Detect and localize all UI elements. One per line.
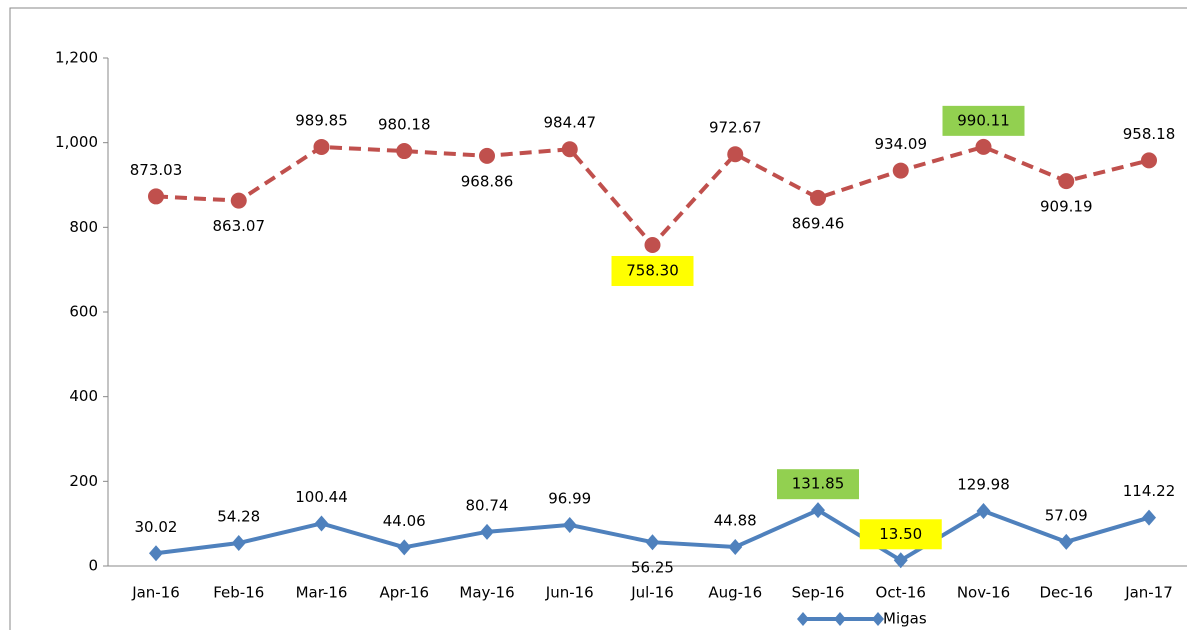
data-label: 934.09 [875,135,928,153]
marker [313,138,330,155]
marker [561,141,578,158]
marker [562,516,577,533]
data-label: 100.44 [295,488,348,506]
y-tick-label: 1,200 [55,49,98,67]
data-label: 30.02 [135,518,178,536]
x-tick-label: Apr-16 [380,584,430,602]
marker [314,515,329,532]
data-label: 984.47 [544,114,597,132]
marker [230,192,247,209]
data-label: 958.18 [1123,125,1176,143]
label-highlight [777,469,859,500]
marker [1141,152,1157,169]
marker [479,147,495,164]
data-label: 57.09 [1045,506,1088,524]
data-label: 869.46 [792,214,845,232]
data-label: 972.67 [709,119,762,137]
x-tick-label: Mar-16 [296,584,348,602]
y-tick-label: 400 [69,387,98,405]
label-highlight [942,105,1025,136]
data-label: 873.03 [130,161,183,179]
marker [1059,533,1074,550]
data-label: 758.30 [626,261,679,279]
y-tick-label: 0 [88,557,98,575]
y-tick-label: 800 [69,218,98,236]
x-tick-label: Jan-16 [131,584,180,602]
legend-marker [834,612,846,626]
data-label: 131.85 [792,475,845,493]
marker [645,534,660,551]
data-label: 44.06 [383,512,426,530]
marker [892,162,909,179]
x-tick-label: Jul-16 [630,584,674,602]
series-line [155,144,1150,248]
marker [810,189,826,206]
marker [728,539,743,556]
marker [396,143,413,160]
data-label: 54.28 [217,508,260,526]
marker [893,552,908,569]
marker [149,545,163,562]
marker [644,236,661,253]
x-tick-label: Jun-16 [545,584,594,602]
legend-label: Migas [883,610,927,628]
y-tick-label: 600 [69,303,98,321]
y-tick-label: 200 [69,472,98,490]
x-tick-label: Dec-16 [1039,584,1093,602]
marker [976,502,991,519]
chart-border [9,7,1187,634]
x-tick-label: Feb-16 [213,584,264,602]
x-tick-label: Jan-17 [1124,584,1173,602]
data-label: 980.18 [378,116,431,134]
x-tick-label: Oct-16 [876,584,926,602]
x-tick-label: Aug-16 [708,584,762,602]
marker [975,138,992,155]
x-tick-label: Sep-16 [792,584,845,602]
marker [727,146,744,163]
marker [811,502,825,519]
data-label: 968.86 [461,172,514,190]
marker [1058,173,1075,190]
data-label: 989.85 [295,111,348,129]
marker [397,539,412,556]
data-label: 44.88 [714,512,757,530]
data-label: 990.11 [957,111,1010,129]
y-tick-label: 1,000 [55,133,98,151]
data-label: 96.99 [548,489,591,507]
marker [1142,509,1156,526]
data-label: 114.22 [1123,482,1176,500]
data-label: 863.07 [213,217,266,235]
label-highlight [611,255,694,286]
data-label: 80.74 [466,496,509,514]
x-tick-label: Nov-16 [957,584,1010,602]
data-label: 56.25 [631,559,674,577]
marker [148,188,164,205]
data-label: 129.98 [957,475,1010,493]
marker [480,523,494,540]
x-tick-label: May-16 [459,584,514,602]
label-highlight [859,519,942,550]
data-label: 13.50 [879,525,922,543]
legend-marker [872,612,884,626]
legend-marker [797,612,809,626]
data-label: 909.19 [1040,198,1093,216]
marker [231,535,246,552]
